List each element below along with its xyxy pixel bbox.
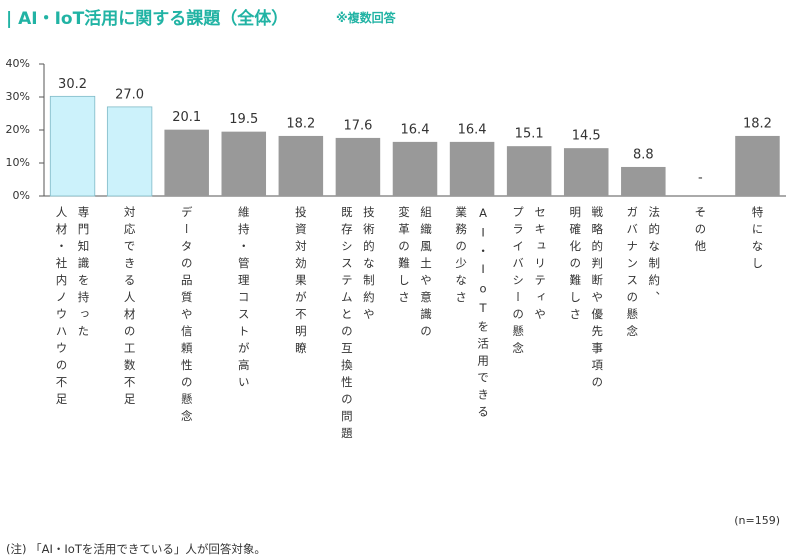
x-tick-label: 法的な制約、 ガバナンスの懸念: [625, 206, 662, 342]
x-tick-label: 戦略的判断や優先事項の 明確化の難しさ: [568, 206, 605, 393]
y-tick-label: 0%: [13, 189, 30, 202]
bar: [392, 141, 438, 196]
bar: [449, 141, 495, 196]
x-tick-label: 特になし: [750, 206, 765, 274]
bar: [164, 129, 209, 196]
sample-note: (n=159): [734, 514, 780, 527]
footnote: (注) 「AI・IoTを活用できている」人が回答対象。: [6, 542, 266, 556]
x-tick-label: その他: [693, 206, 708, 257]
x-tick-label: 対応できる人材の工数不足: [122, 206, 137, 410]
x-tick-label: データの品質や信頼性の懸念: [179, 206, 194, 427]
value-label: 19.5: [229, 112, 258, 127]
bar: [735, 135, 780, 196]
bar: [49, 95, 96, 197]
bar: [335, 137, 381, 196]
x-tick-label: AI・IoTを活用できる 業務の少なさ: [454, 206, 491, 423]
bar: [563, 148, 609, 196]
y-tick-label: 30%: [6, 90, 30, 103]
x-tick-label: 組織風土や意識の 変革の難しさ: [397, 206, 433, 342]
value-label: 18.2: [286, 116, 315, 131]
value-label: 8.8: [633, 147, 654, 162]
x-tick-label: 投資対効果が不明瞭: [293, 206, 308, 359]
x-tick-label: セキュリティや プライバシーの懸念: [511, 206, 548, 359]
value-label: 15.1: [515, 127, 544, 142]
bar: [506, 146, 552, 196]
bar: [106, 106, 153, 197]
value-label: 18.2: [743, 116, 772, 131]
value-label: 30.2: [58, 77, 87, 92]
value-label: 14.5: [572, 129, 601, 144]
y-tick-label: 10%: [6, 156, 30, 169]
y-tick-label: 40%: [6, 57, 30, 70]
x-tick-label: 専門知識を持った 人材・社内ノウハウの不足: [54, 206, 91, 410]
x-tick-label: 技術的な制約や 既存システムとの互換性の問題: [339, 206, 376, 444]
bar: [221, 131, 267, 196]
y-tick-label: 20%: [6, 123, 30, 136]
value-label: -: [698, 171, 703, 186]
x-tick-label: 維持・管理コストが高い: [236, 206, 251, 393]
bar: [621, 166, 666, 196]
value-label: 20.1: [172, 110, 201, 125]
value-label: 16.4: [458, 122, 487, 137]
chart-subtitle: ※複数回答: [336, 11, 396, 25]
value-label: 27.0: [115, 87, 144, 102]
bar: [278, 135, 324, 196]
chart-title: | AI・IoT活用に関する課題（全体）: [6, 9, 289, 29]
value-label: 17.6: [343, 118, 372, 133]
value-label: 16.4: [401, 122, 430, 137]
